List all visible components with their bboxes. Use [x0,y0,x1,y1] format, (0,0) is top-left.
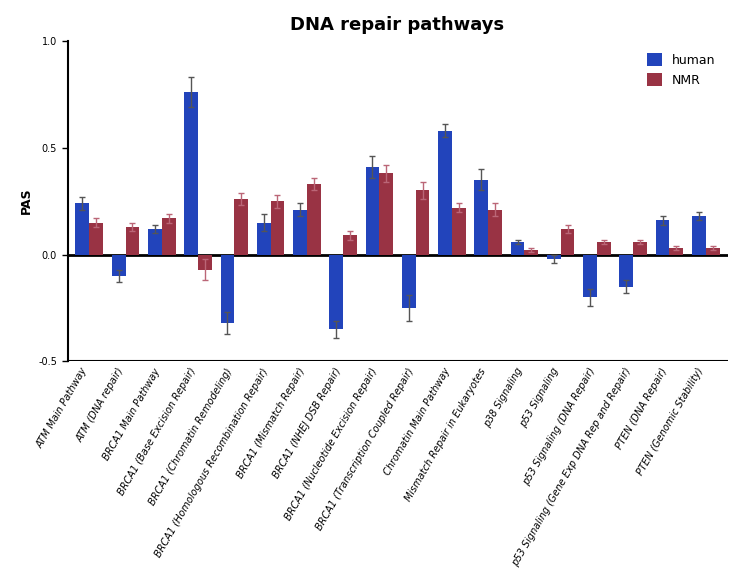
Bar [452,208,466,255]
Bar [488,210,502,255]
Bar [402,255,416,308]
Bar [89,223,103,255]
Title: DNA repair pathways: DNA repair pathways [290,16,505,34]
Bar [112,255,125,276]
Bar [162,218,176,255]
Bar [524,250,538,255]
Bar [438,131,452,255]
Bar [220,255,234,323]
Bar [380,173,393,255]
Bar [597,242,610,255]
Bar [365,167,380,255]
Bar [307,184,320,255]
Bar [584,255,597,297]
Bar [76,203,89,255]
Bar [511,242,524,255]
Bar [416,191,430,255]
Bar [293,210,307,255]
Bar [271,201,284,255]
Bar [234,199,248,255]
Bar [329,255,343,329]
Bar [148,229,162,255]
Bar [343,236,357,255]
Y-axis label: PAS: PAS [20,188,33,215]
Bar [561,229,574,255]
Bar [475,180,488,255]
Bar [670,248,683,255]
Legend: human, NMR: human, NMR [640,47,722,93]
Bar [547,255,561,259]
Bar [633,242,647,255]
Bar [656,220,670,255]
Bar [184,92,198,255]
Bar [620,255,633,287]
Bar [706,248,719,255]
Bar [198,255,211,269]
Bar [125,227,140,255]
Bar [256,223,271,255]
Bar [692,216,706,255]
